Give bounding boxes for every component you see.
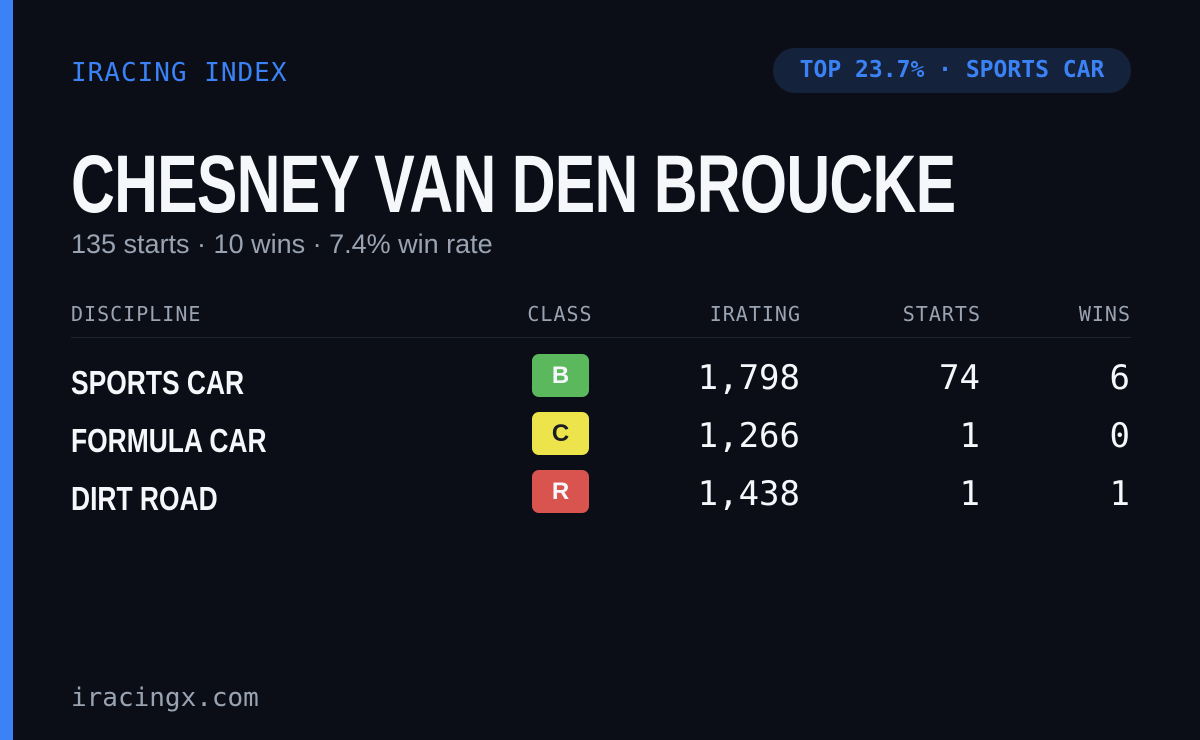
column-header: CLASS [527,302,593,326]
starts: 74 [939,358,980,398]
column-header: STARTS [902,302,981,326]
rank-badge: TOP 23.7% · SPORTS CAR [773,48,1131,93]
column-header: IRATING [709,302,801,326]
discipline: SPORTS CAR [71,364,245,401]
class-badge: C [532,412,589,455]
wins: 0 [1109,416,1130,456]
brand: IRACING INDEX [71,58,288,88]
divider [71,337,1131,338]
driver-name: CHESNEY VAN DEN BROUCKE [71,139,956,230]
irating: 1,266 [697,416,800,456]
column-header: WINS [1078,302,1131,326]
discipline: DIRT ROAD [71,480,218,517]
irating: 1,798 [697,358,800,398]
discipline: FORMULA CAR [71,422,267,459]
driver-summary: 135 starts · 10 wins · 7.4% win rate [71,229,493,259]
column-header: DISCIPLINE [71,302,202,326]
class-badge: B [532,354,589,397]
accent-stripe [0,0,13,740]
starts: 1 [959,474,980,514]
wins: 6 [1109,358,1130,398]
footer-site: iracingx.com [71,683,259,713]
class-badge: R [532,470,589,513]
starts: 1 [959,416,980,456]
irating: 1,438 [697,474,800,514]
wins: 1 [1109,474,1130,514]
